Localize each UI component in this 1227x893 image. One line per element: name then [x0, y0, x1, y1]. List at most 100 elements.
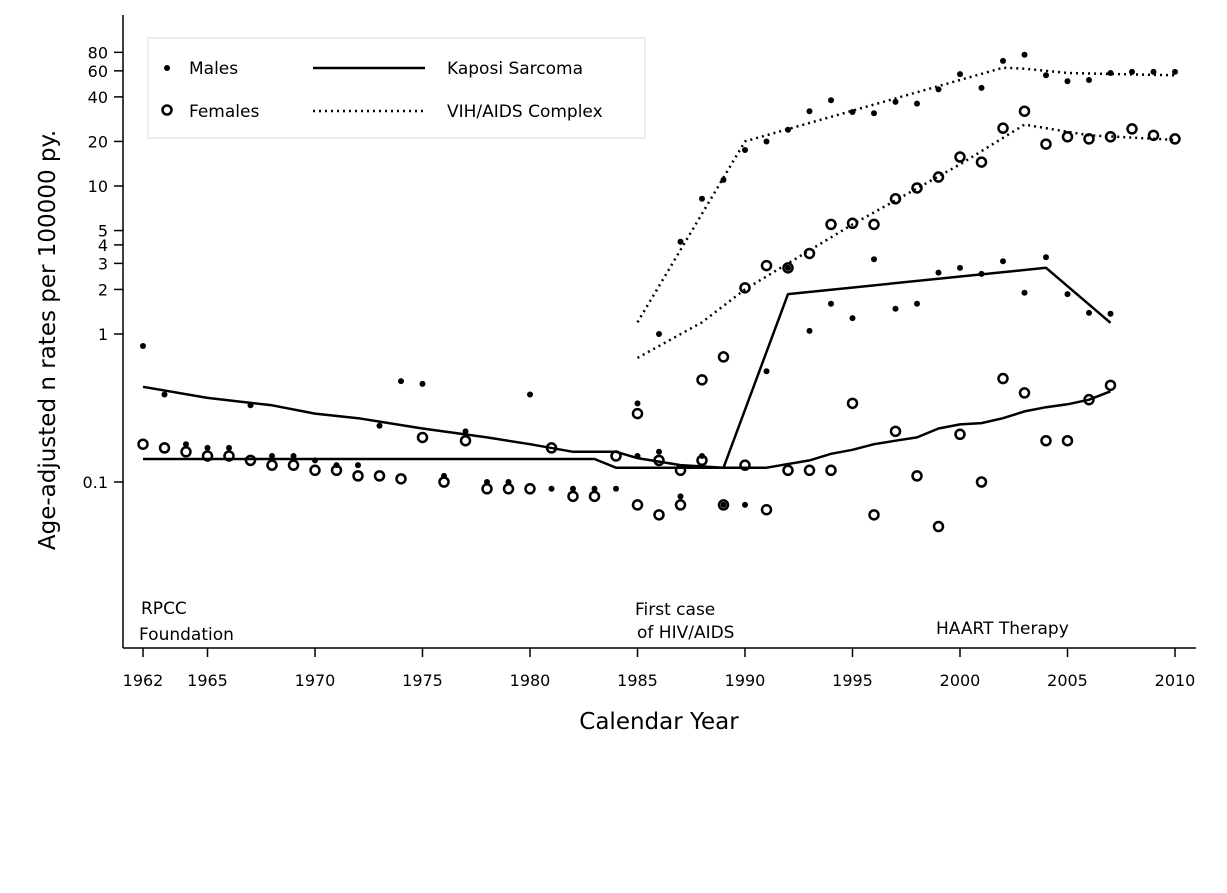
- data-point-males: [398, 378, 404, 385]
- data-point-males: [591, 485, 598, 492]
- data-point-males: [806, 108, 813, 115]
- data-point-females: [760, 259, 773, 272]
- y-tick-label: 10: [88, 177, 108, 196]
- data-point-females: [610, 450, 622, 462]
- data-point-females: [889, 193, 902, 205]
- data-point-males: [613, 485, 619, 492]
- series-line-2: [636, 66, 1176, 323]
- data-point-males: [871, 110, 877, 117]
- data-point-males: [806, 327, 813, 334]
- data-point-females: [696, 374, 708, 386]
- data-point-males: [978, 84, 985, 91]
- data-point-females: [588, 490, 601, 503]
- data-point-males: [720, 501, 727, 508]
- data-point-males: [140, 342, 146, 349]
- data-point-males: [1107, 310, 1114, 317]
- data-point-females: [416, 431, 429, 444]
- data-point-males: [570, 485, 576, 492]
- data-point-females: [244, 454, 257, 467]
- legend-label-ks: Kaposi Sarcoma: [447, 59, 583, 79]
- y-tick-label: 5: [98, 222, 108, 241]
- data-point-females: [739, 459, 751, 471]
- data-point-females: [932, 171, 945, 183]
- data-point-males: [914, 300, 920, 307]
- data-point-males: [1129, 68, 1135, 75]
- x-tick-label: 1980: [510, 671, 551, 690]
- data-point-males: [677, 238, 684, 245]
- data-point-females: [739, 282, 751, 294]
- data-point-females: [1169, 133, 1181, 145]
- data-point-females: [717, 499, 730, 511]
- data-point-females: [1083, 133, 1095, 145]
- data-point-females: [1040, 138, 1052, 150]
- data-point-males: [183, 441, 189, 448]
- data-point-males: [1000, 57, 1006, 64]
- data-point-females: [309, 464, 321, 477]
- data-point-males: [849, 109, 856, 116]
- x-tick-label: 2000: [940, 671, 981, 690]
- data-point-males: [204, 444, 211, 451]
- data-point-females: [782, 464, 794, 477]
- data-point-females: [180, 446, 192, 458]
- annotation-text: of HIV/AIDS: [637, 623, 734, 643]
- data-point-females: [631, 499, 644, 511]
- data-point-males: [1172, 68, 1178, 75]
- data-point-females: [137, 438, 149, 450]
- data-point-males: [1086, 309, 1092, 316]
- data-point-males: [763, 138, 770, 145]
- data-point-females: [1061, 131, 1074, 143]
- y-tick-label: 1: [98, 325, 108, 344]
- y-axis-label: Age-adjusted n rates per 100000 py.: [35, 130, 61, 550]
- data-point-males: [1000, 258, 1006, 265]
- data-point-females: [373, 470, 386, 482]
- data-point-females: [825, 464, 837, 477]
- data-point-males: [634, 452, 641, 459]
- data-point-females: [760, 503, 773, 516]
- legend-marker-females: [161, 104, 173, 116]
- plot-area: [137, 51, 1181, 533]
- data-point-males: [978, 270, 985, 277]
- data-point-females: [954, 151, 966, 163]
- data-point-males: [656, 331, 662, 337]
- data-point-females: [330, 464, 343, 477]
- data-point-females: [502, 483, 515, 495]
- x-tick-label: 1975: [402, 671, 443, 690]
- annotation-text: Foundation: [139, 625, 234, 645]
- x-tick-label: 1990: [725, 671, 766, 690]
- data-point-males: [1043, 72, 1049, 79]
- data-point-males: [742, 501, 748, 508]
- data-point-males: [1107, 70, 1114, 77]
- data-point-females: [868, 218, 880, 231]
- data-point-males: [957, 264, 963, 271]
- data-point-females: [1040, 434, 1052, 447]
- series-line-1: [143, 390, 1111, 469]
- data-point-females: [459, 434, 472, 447]
- data-point-females: [266, 459, 278, 471]
- data-point-males: [548, 485, 555, 492]
- legend: Males Females Kaposi Sarcoma VIH/AIDS Co…: [147, 37, 646, 139]
- legend-label-hiv: VIH/AIDS Complex: [447, 102, 603, 122]
- data-point-females: [954, 428, 966, 441]
- data-point-females: [911, 470, 923, 482]
- legend-marker-males: [164, 65, 170, 71]
- data-point-females: [674, 499, 687, 511]
- data-point-males: [892, 305, 899, 312]
- data-point-males: [269, 452, 275, 459]
- data-point-females: [911, 182, 923, 194]
- data-point-males: [914, 100, 920, 107]
- data-point-males: [1064, 291, 1071, 298]
- data-point-females: [975, 476, 988, 488]
- x-tick-label: 1970: [295, 671, 336, 690]
- data-point-females: [674, 464, 687, 477]
- data-point-males: [161, 391, 168, 398]
- data-point-males: [957, 71, 963, 78]
- data-point-females: [1104, 131, 1117, 143]
- y-tick-label: 20: [88, 132, 108, 151]
- data-point-females: [975, 156, 988, 168]
- data-point-males: [247, 402, 254, 409]
- data-point-males: [312, 457, 318, 464]
- data-point-females: [653, 454, 665, 467]
- data-point-females: [653, 509, 665, 521]
